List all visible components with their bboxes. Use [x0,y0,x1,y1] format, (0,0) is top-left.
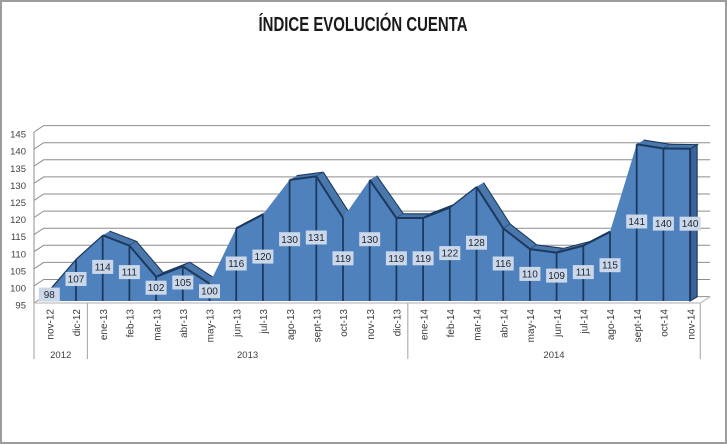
svg-text:116: 116 [495,259,511,270]
svg-text:120: 120 [10,215,26,226]
svg-text:109: 109 [548,271,565,282]
svg-text:111: 111 [122,268,138,279]
svg-text:140: 140 [10,147,26,158]
svg-text:120: 120 [255,252,272,263]
svg-text:nov-12: nov-12 [46,309,57,340]
svg-text:jul-14: jul-14 [580,309,591,335]
svg-text:jun-13: jun-13 [232,309,243,338]
svg-text:may-13: may-13 [206,309,217,343]
svg-text:110: 110 [11,249,26,260]
svg-text:130: 130 [10,181,26,192]
svg-text:115: 115 [11,232,26,243]
svg-text:sept-13: sept-13 [313,309,324,343]
svg-text:102: 102 [148,283,165,294]
svg-text:145: 145 [10,130,26,141]
svg-text:119: 119 [415,254,431,265]
svg-text:2013: 2013 [237,350,258,361]
svg-text:2014: 2014 [543,350,564,361]
svg-text:140: 140 [655,219,672,230]
svg-text:oct-13: oct-13 [339,309,350,337]
svg-text:100: 100 [10,284,26,295]
svg-text:122: 122 [441,249,458,260]
svg-text:2012: 2012 [50,350,71,361]
svg-text:116: 116 [228,259,244,270]
svg-text:111: 111 [576,268,592,279]
svg-text:sept-14: sept-14 [633,309,644,343]
svg-text:mar-13: mar-13 [152,309,163,341]
svg-text:105: 105 [10,266,26,277]
svg-text:119: 119 [335,254,351,265]
svg-text:114: 114 [95,262,111,273]
svg-text:ago-13: ago-13 [286,309,297,341]
svg-text:128: 128 [468,238,485,249]
svg-text:130: 130 [361,235,378,246]
svg-text:140: 140 [682,219,699,230]
svg-text:ene-14: ene-14 [419,309,430,341]
svg-text:nov-13: nov-13 [366,309,377,340]
svg-text:mar-14: mar-14 [473,309,484,341]
svg-text:abr-14: abr-14 [499,309,510,338]
svg-text:jun-14: jun-14 [553,309,564,338]
svg-text:ene-13: ene-13 [99,309,110,341]
svg-text:dic-12: dic-12 [72,309,83,337]
svg-text:dic-13: dic-13 [393,309,404,337]
svg-text:125: 125 [10,198,26,209]
svg-text:feb-14: feb-14 [446,309,457,338]
svg-text:107: 107 [68,275,85,286]
svg-text:oct-14: oct-14 [660,309,671,337]
svg-text:110: 110 [522,269,538,280]
svg-text:131: 131 [308,233,325,244]
svg-text:105: 105 [174,278,191,289]
svg-text:141: 141 [628,217,645,228]
svg-text:100: 100 [201,287,218,298]
svg-text:95: 95 [15,301,26,312]
svg-text:feb-13: feb-13 [126,309,137,338]
svg-text:130: 130 [281,235,298,246]
svg-text:119: 119 [388,254,404,265]
svg-text:135: 135 [10,164,26,175]
svg-text:abr-13: abr-13 [179,309,190,338]
svg-text:ago-14: ago-14 [606,309,617,341]
svg-text:may-14: may-14 [526,309,537,343]
svg-text:nov-14: nov-14 [686,309,697,340]
svg-text:ÍNDICE EVOLUCIÓN CUENTA: ÍNDICE EVOLUCIÓN CUENTA [259,12,468,36]
svg-text:115: 115 [602,261,618,272]
svg-text:jul-13: jul-13 [259,309,270,335]
svg-text:98: 98 [44,290,56,301]
